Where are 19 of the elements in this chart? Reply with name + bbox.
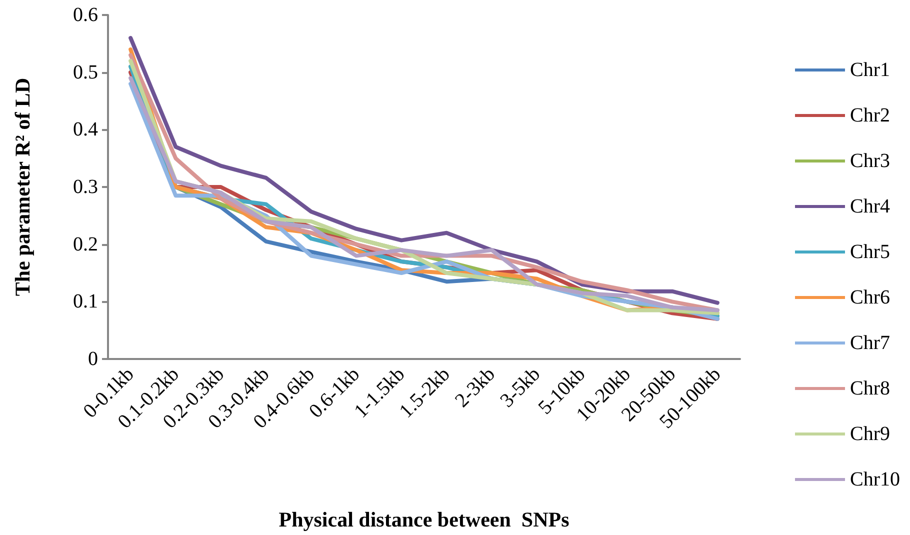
y-tick-label: 0.6	[73, 4, 98, 26]
x-axis-title: Physical distance between SNPs	[278, 508, 570, 532]
legend-label: Chr8	[850, 378, 890, 400]
y-axis-title: The parameter R² of LD	[10, 78, 34, 296]
y-tick-label: 0.3	[73, 176, 98, 198]
legend-label: Chr9	[850, 423, 890, 445]
legend-label: Chr7	[850, 332, 890, 354]
y-tick-label: 0.2	[73, 233, 98, 256]
legend-label: Chr4	[850, 196, 890, 218]
legend-label: Chr1	[850, 59, 890, 81]
legend-label: Chr3	[850, 150, 890, 172]
y-tick-label: 0	[88, 348, 98, 370]
legend-label: Chr10	[850, 468, 900, 490]
legend-label: Chr2	[850, 104, 890, 126]
y-tick-label: 0.4	[73, 118, 98, 141]
legend-label: Chr5	[850, 241, 890, 263]
legend-label: Chr6	[850, 286, 890, 308]
y-tick-label: 0.1	[73, 290, 98, 313]
y-tick-label: 0.5	[73, 61, 98, 84]
